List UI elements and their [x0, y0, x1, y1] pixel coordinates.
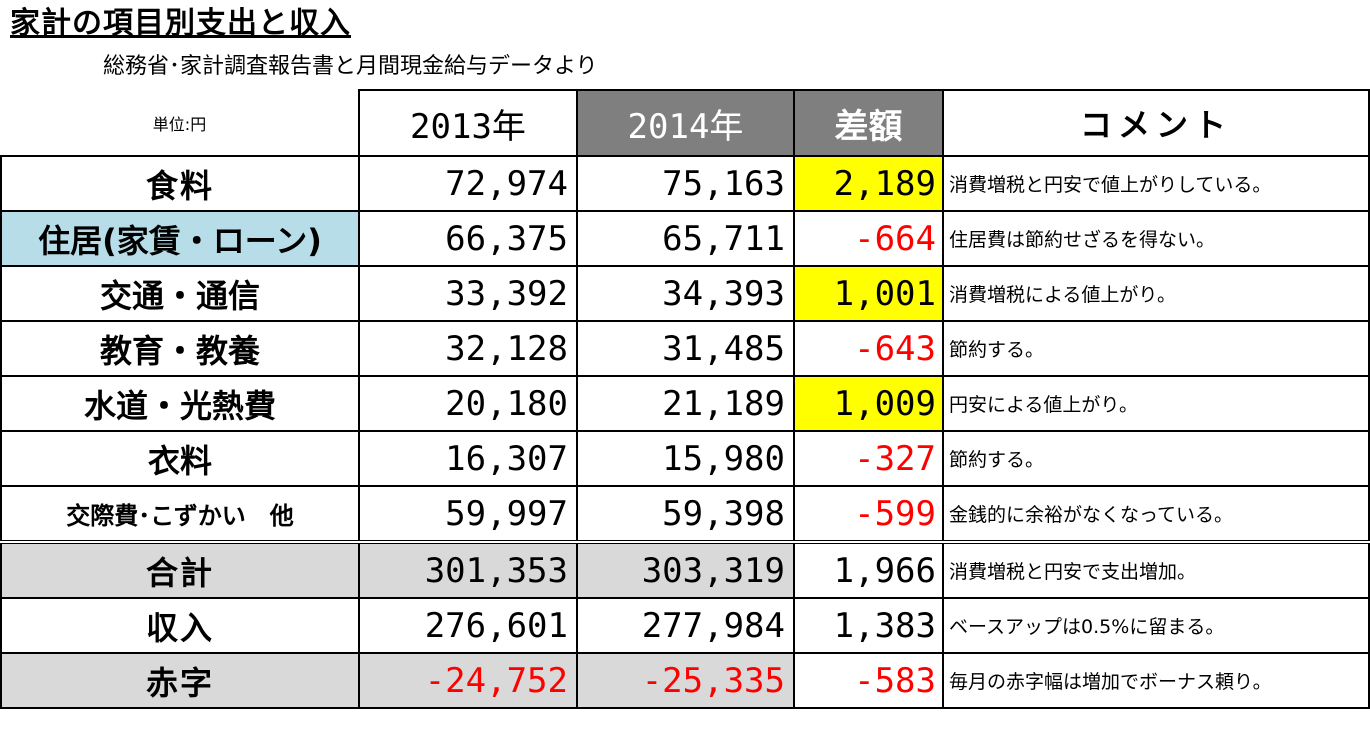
value-2013: 72,974	[358, 155, 578, 212]
value-2013: -24,752	[358, 652, 578, 709]
row-label: 交際費･こずかい 他	[0, 485, 360, 543]
table-row-utilities: 水道・光熱費 20,180 21,189 1,009 円安による値上がり。	[0, 375, 1370, 432]
header-2014: 2014年	[576, 89, 795, 157]
value-2013: 32,128	[358, 320, 578, 377]
table-row-clothing: 衣料 16,307 15,980 -327 節約する。	[0, 430, 1370, 487]
value-2014: 34,393	[576, 265, 795, 322]
comment: ベースアップは0.5%に留まる。	[942, 597, 1370, 654]
table-row-social: 交際費･こずかい 他 59,997 59,398 -599 金銭的に余裕がなくな…	[0, 485, 1370, 543]
row-label: 水道・光熱費	[0, 375, 360, 432]
value-diff: -599	[793, 485, 944, 543]
value-2014: 277,984	[576, 597, 795, 654]
value-2014: 21,189	[576, 375, 795, 432]
header-comment: コメント	[942, 89, 1370, 157]
comment: 金銭的に余裕がなくなっている。	[942, 485, 1370, 543]
row-label: 教育・教養	[0, 320, 360, 377]
value-diff: -643	[793, 320, 944, 377]
row-label: 住居(家賃・ローン)	[0, 210, 360, 267]
header-row: 単位:円 2013年 2014年 差額 コメント	[1, 89, 1370, 157]
comment: 節約する。	[942, 320, 1370, 377]
page-title: 家計の項目別支出と収入	[10, 6, 351, 41]
header-2013: 2013年	[358, 89, 578, 157]
value-2013: 20,180	[358, 375, 578, 432]
value-diff: 1,009	[793, 375, 944, 432]
value-diff: 2,189	[793, 155, 944, 212]
row-label: 交通・通信	[0, 265, 360, 322]
table-row-deficit: 赤字 -24,752 -25,335 -583 毎月の赤字幅は増加でボーナス頼り…	[0, 652, 1370, 709]
row-label: 合計	[0, 540, 360, 599]
comment: 消費増税と円安で支出増加。	[942, 540, 1370, 599]
comment: 消費増税と円安で値上がりしている。	[942, 155, 1370, 212]
value-diff: 1,383	[793, 597, 944, 654]
row-label: 衣料	[0, 430, 360, 487]
value-2014: 65,711	[576, 210, 795, 267]
value-2014: 31,485	[576, 320, 795, 377]
value-diff: -327	[793, 430, 944, 487]
comment: 住居費は節約せざるを得ない。	[942, 210, 1370, 267]
row-label: 赤字	[0, 652, 360, 709]
comment: 毎月の赤字幅は増加でボーナス頼り。	[942, 652, 1370, 709]
value-diff: -664	[793, 210, 944, 267]
value-diff: 1,966	[793, 540, 944, 599]
comment: 節約する。	[942, 430, 1370, 487]
value-2013: 59,997	[358, 485, 578, 543]
value-2014: -25,335	[576, 652, 795, 709]
table-row-transport: 交通・通信 33,392 34,393 1,001 消費増税による値上がり。	[0, 265, 1370, 322]
unit-label: 単位:円	[1, 90, 360, 157]
value-diff: 1,001	[793, 265, 944, 322]
table-row-housing: 住居(家賃・ローン) 66,375 65,711 -664 住居費は節約せざるを…	[0, 210, 1370, 267]
table-row-total: 合計 301,353 303,319 1,966 消費増税と円安で支出増加。	[0, 540, 1370, 599]
value-2014: 303,319	[576, 540, 795, 599]
value-2014: 75,163	[576, 155, 795, 212]
comment: 消費増税による値上がり。	[942, 265, 1370, 322]
row-label: 収入	[0, 597, 360, 654]
household-expense-table: 単位:円 2013年 2014年 差額 コメント 食料 72,974 75,16…	[0, 89, 1370, 709]
table-row-income: 収入 276,601 277,984 1,383 ベースアップは0.5%に留まる…	[0, 597, 1370, 654]
value-2013: 33,392	[358, 265, 578, 322]
row-label: 食料	[0, 155, 360, 212]
header-diff: 差額	[793, 89, 944, 157]
value-2013: 66,375	[358, 210, 578, 267]
table-row-education: 教育・教養 32,128 31,485 -643 節約する。	[0, 320, 1370, 377]
value-diff: -583	[793, 652, 944, 709]
comment: 円安による値上がり。	[942, 375, 1370, 432]
value-2014: 15,980	[576, 430, 795, 487]
table-row-food: 食料 72,974 75,163 2,189 消費増税と円安で値上がりしている。	[0, 155, 1370, 212]
value-2013: 301,353	[358, 540, 578, 599]
page-subtitle: 総務省･家計調査報告書と月間現金給与データより	[103, 54, 598, 79]
value-2013: 16,307	[358, 430, 578, 487]
value-2014: 59,398	[576, 485, 795, 543]
value-2013: 276,601	[358, 597, 578, 654]
